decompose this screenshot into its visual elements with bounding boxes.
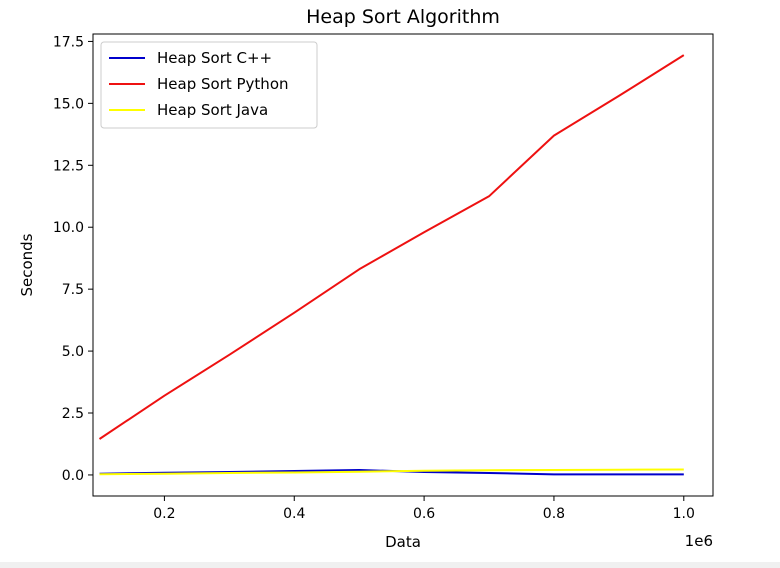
y-axis-ticks: 0.0 2.5 5.0 7.5 10.0 12.5 15.0 17.5 [53,34,93,484]
x-tick-label: 0.2 [153,506,175,522]
series-layer [98,54,685,476]
y-tick-label: 15.0 [53,96,84,112]
bottom-strip [0,562,780,568]
x-axis-offset-text: 1e6 [685,532,713,550]
x-tick-label: 0.8 [543,506,565,522]
x-axis-label: Data [385,533,421,551]
legend-label-1: Heap Sort Python [157,75,289,93]
plot-area-frame [92,33,714,497]
chart-title: Heap Sort Algorithm [306,6,500,28]
y-tick-label: 17.5 [53,34,84,50]
legend-label-0: Heap Sort C++ [157,49,272,67]
y-tick-label: 5.0 [62,344,84,360]
legend: Heap Sort C++ Heap Sort Python Heap Sort J… [100,41,318,129]
x-tick-label: 0.4 [283,506,305,522]
y-tick-label: 7.5 [62,282,84,298]
legend-label-2: Heap Sort Java [157,101,268,119]
x-tick-label: 1.0 [673,506,695,522]
y-tick-label: 0.0 [62,468,84,484]
y-tick-label: 10.0 [53,220,84,236]
y-axis-label: Seconds [18,233,36,296]
y-tick-label: 12.5 [53,158,84,174]
x-axis-ticks: 0.2 0.4 0.6 0.8 1.0 [153,496,695,522]
series-line-2 [99,468,684,476]
y-tick-label: 2.5 [62,406,84,422]
legend-box [100,41,318,129]
x-tick-label: 0.6 [413,506,435,522]
series-line-1 [98,54,685,440]
